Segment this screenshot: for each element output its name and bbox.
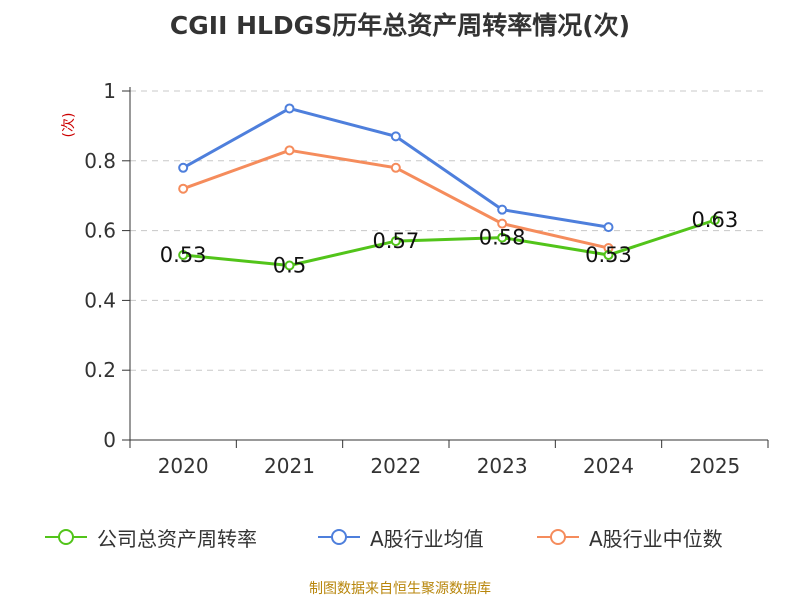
data-point — [178, 250, 189, 261]
legend-line-icon — [45, 529, 87, 545]
x-tick-label: 2025 — [689, 454, 740, 478]
data-point — [390, 131, 401, 142]
legend-line-icon — [537, 529, 579, 545]
y-tick-label: 0 — [103, 428, 116, 452]
data-label: 0.57 — [372, 229, 419, 253]
grid-layer — [130, 90, 768, 371]
axis-layer: 0 0.2 0.4 0.6 0.8 1 2020 2021 2022 2023 2024 2025 (次… — [61, 79, 769, 478]
x-tick-label: 2020 — [158, 454, 209, 478]
x-tick-label: 2021 — [264, 454, 315, 478]
data-point — [390, 236, 401, 247]
legend-label: A股行业均值 — [370, 526, 484, 551]
legend-item-company[interactable]: 公司总资产周转率 — [45, 522, 257, 552]
x-tick-label: 2023 — [477, 454, 528, 478]
legend-label: 公司总资产周转率 — [97, 526, 257, 551]
y-tick-label: 0.2 — [84, 358, 116, 382]
data-label: 0.53 — [585, 243, 632, 267]
legend-line-icon — [318, 529, 360, 545]
label-layer: 0.53 0.5 0.57 0.58 0.53 0.63 — [160, 208, 738, 277]
series-layer — [178, 103, 720, 271]
y-tick-label: 0.6 — [84, 219, 116, 243]
source-note: 制图数据来自恒生聚源数据库 — [309, 581, 491, 597]
data-point — [497, 218, 508, 229]
legend-item-industry-median[interactable]: A股行业中位数 — [537, 522, 723, 552]
legend-label: A股行业中位数 — [589, 526, 723, 551]
x-tick-label: 2024 — [583, 454, 634, 478]
data-label: 0.63 — [691, 208, 738, 232]
y-tick-label: 1 — [103, 79, 116, 103]
data-point — [709, 215, 720, 226]
data-label: 0.58 — [479, 226, 526, 250]
x-tick-label: 2022 — [370, 454, 421, 478]
data-point — [284, 260, 295, 271]
data-label: 0.5 — [273, 254, 306, 278]
data-point — [497, 204, 508, 215]
y-axis-label: (次) — [61, 113, 77, 138]
data-point — [284, 145, 295, 156]
data-point — [603, 250, 614, 261]
data-point — [497, 232, 508, 243]
data-point — [284, 103, 295, 114]
y-tick-label: 0.8 — [84, 149, 116, 173]
chart-title: CGII HLDGS历年总资产周转率情况(次) — [169, 11, 631, 40]
legend-item-industry-mean[interactable]: A股行业均值 — [318, 522, 484, 552]
series-line — [183, 218, 716, 267]
y-tick-label: 0.4 — [84, 288, 116, 312]
legend: 公司总资产周转率 A股行业均值 A股行业中位数 — [0, 522, 800, 552]
data-point — [603, 222, 614, 233]
data-point — [178, 183, 189, 194]
data-label: 0.53 — [160, 243, 207, 267]
data-point — [390, 162, 401, 173]
data-point — [178, 162, 189, 173]
